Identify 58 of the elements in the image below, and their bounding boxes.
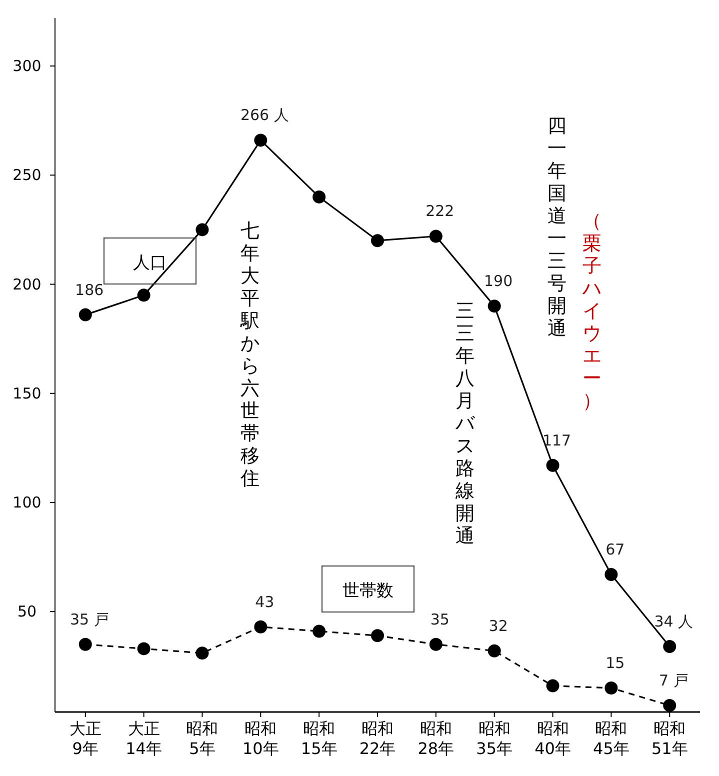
data-label: 67 <box>606 540 625 559</box>
point <box>137 642 150 656</box>
data-label: 186 <box>75 280 104 299</box>
x-tick-label: 大正 14年 <box>126 719 162 758</box>
point <box>137 288 150 302</box>
series-label: 人口 <box>133 253 167 273</box>
point <box>429 230 442 243</box>
y-tick-label: 150 <box>12 384 42 402</box>
data-label: 15 <box>606 654 625 672</box>
point <box>312 190 326 204</box>
point <box>488 300 501 313</box>
data-label: 32 <box>488 616 508 635</box>
x-tick-label: 昭和 40年 <box>534 719 571 758</box>
data-label: 35 戸 <box>70 610 109 628</box>
data-label: 266 人 <box>240 106 289 124</box>
data-label: 7 戸 <box>658 671 688 690</box>
text: （栗子ハイウエー） <box>582 210 602 412</box>
data-label: 43 <box>255 592 274 611</box>
point <box>663 640 676 654</box>
x-tick-label: 昭和 5年 <box>186 719 218 758</box>
y-tick-label: 250 <box>12 166 42 184</box>
point <box>663 698 676 712</box>
data-label: 190 <box>484 272 513 290</box>
data-label: 35 <box>430 610 450 628</box>
y-tick-label: 200 <box>12 275 42 294</box>
x-tick-label: 大正 9年 <box>69 719 102 758</box>
point <box>546 458 560 472</box>
y-tick-label: 50 <box>17 602 37 621</box>
point <box>254 134 268 147</box>
data-label: 222 <box>426 202 454 220</box>
point <box>78 308 92 322</box>
x-tick-label: 昭和 35年 <box>476 719 513 758</box>
point <box>546 679 560 692</box>
text: 七年大平駅から六世帯移住 <box>240 220 260 490</box>
data-label: 34 人 <box>654 612 694 631</box>
point <box>312 624 326 638</box>
point <box>604 681 618 694</box>
x-tick-label: 昭和 10年 <box>242 719 279 758</box>
point <box>429 638 442 651</box>
x-tick-label: 昭和 22年 <box>359 719 396 758</box>
point <box>488 644 501 658</box>
y-tick-label: 100 <box>12 493 42 512</box>
x-tick-label: 昭和 28年 <box>418 719 454 758</box>
data-label: 117 <box>542 431 572 450</box>
text: 四一年国道一三号開通 <box>548 115 566 340</box>
point <box>604 568 618 582</box>
x-tick-label: 昭和 45年 <box>593 719 630 758</box>
point <box>371 629 384 642</box>
point <box>254 620 268 634</box>
point <box>196 646 209 660</box>
series-label: 世帯数 <box>342 581 394 601</box>
x-tick-label: 昭和 51年 <box>651 719 688 758</box>
point <box>371 234 384 248</box>
point <box>196 223 209 236</box>
x-tick-label: 昭和 15年 <box>300 719 338 758</box>
point <box>78 638 92 651</box>
text: 三三年八月バス路線開通 <box>456 300 474 547</box>
y-tick-label: 300 <box>12 57 42 76</box>
